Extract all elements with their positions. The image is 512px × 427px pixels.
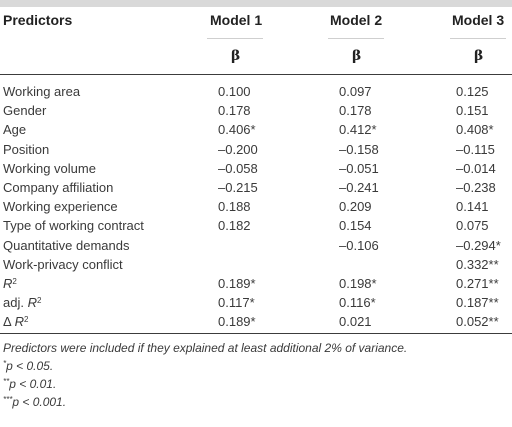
model-1-rule [207,38,263,39]
note-inclusion: Predictors were included if they explain… [3,341,408,355]
row-label: Working experience [3,199,118,214]
cell-model-3: 0.332** [456,257,499,272]
cell-model-2: –0.051 [339,161,379,176]
cell-model-1: 0.100 [218,84,251,99]
stat-label: adj. R2 [3,295,42,310]
top-border [0,0,512,7]
model-3-rule [450,38,506,39]
beta-model-2: β [352,48,362,64]
cell-model-2: 0.412* [339,122,377,137]
cell-model-2: 0.154 [339,218,372,233]
cell-model-1: 0.189* [218,314,256,329]
row-label: Type of working contract [3,218,144,233]
cell-model-2: 0.178 [339,103,372,118]
cell-model-3: –0.238 [456,180,496,195]
cell-model-3: –0.115 [456,142,495,157]
cell-model-3: 0.271** [456,276,499,291]
row-label: Quantitative demands [3,238,130,253]
cell-model-1: –0.215 [218,180,258,195]
cell-model-2: 0.198* [339,276,377,291]
cell-model-2: –0.158 [339,142,379,157]
cell-model-2: –0.241 [339,180,379,195]
beta-model-1: β [231,48,241,64]
cell-model-3: 0.187** [456,295,499,310]
header-model-2: Model 2 [330,12,383,28]
header-predictors: Predictors [3,12,73,28]
cell-model-3: 0.151 [456,103,489,118]
cell-model-1: 0.117* [218,295,255,310]
cell-model-1: –0.058 [218,161,258,176]
cell-model-2: 0.097 [339,84,372,99]
cell-model-3: 0.052** [456,314,499,329]
bottom-rule [0,333,512,334]
cell-model-1: 0.188 [218,199,251,214]
beta-model-3: β [474,48,484,64]
row-label: Working area [3,84,81,99]
cell-model-1: 0.182 [218,218,251,233]
row-label: Gender [3,103,47,118]
note-p01: **p < 0.01. [3,377,57,391]
cell-model-2: 0.209 [339,199,372,214]
cell-model-1: 0.406* [218,122,256,137]
stat-label: R2 [3,276,17,291]
header-model-3: Model 3 [452,12,505,28]
cell-model-1: 0.178 [218,103,251,118]
stat-label: Δ R2 [3,314,29,329]
model-2-rule [328,38,384,39]
note-p001: ***p < 0.001. [3,395,67,409]
cell-model-3: –0.014 [456,161,496,176]
row-label: Company affiliation [3,180,114,195]
cell-model-1: 0.189* [218,276,256,291]
header-divider [0,74,512,75]
cell-model-2: 0.116* [339,295,376,310]
row-label: Age [3,122,27,137]
row-label: Position [3,142,50,157]
cell-model-2: 0.021 [339,314,372,329]
cell-model-3: –0.294* [456,238,501,253]
cell-model-2: –0.106 [339,238,379,253]
cell-model-3: 0.075 [456,218,489,233]
cell-model-3: 0.125 [456,84,489,99]
note-p05: *p < 0.05. [3,359,54,373]
header-model-1: Model 1 [210,12,263,28]
cell-model-3: 0.141 [456,199,489,214]
cell-model-3: 0.408* [456,122,494,137]
row-label: Work-privacy conflict [3,257,123,272]
cell-model-1: –0.200 [218,142,258,157]
row-label: Working volume [3,161,96,176]
